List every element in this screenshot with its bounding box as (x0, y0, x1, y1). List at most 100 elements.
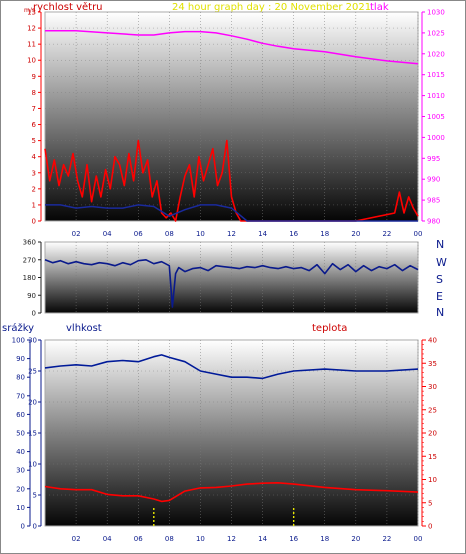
time-tick-label: 10 (196, 230, 205, 238)
rain-axis: 0 10 20 30 40 50 60 70 80 90 100 (12, 337, 31, 531)
rain-tick-label: 90 (16, 355, 25, 363)
time-tick-label: 16 (289, 535, 298, 543)
humidity-temperature-series (44, 354, 419, 526)
compass-north-top: N (436, 238, 444, 251)
wind-pressure-series (44, 30, 419, 222)
rain-tick-label: 10 (16, 504, 25, 512)
pressure-tick-label: 1015 (427, 71, 445, 79)
humidity-tick-label: 15 (28, 430, 37, 438)
direction-tick-label: 180 (23, 274, 36, 282)
wind-tick-label: 4 (32, 153, 37, 161)
wind-tick-label: 13 (27, 9, 36, 17)
pressure-axis: 980 985 990 995 1000 1005 1010 1015 1020 1025 1030 (421, 9, 445, 226)
temperature-tick-label: 10 (428, 476, 437, 484)
temperature-axis: 0 5 10 15 20 25 30 35 40 (421, 337, 437, 531)
pressure-tick-label: 1000 (427, 134, 445, 142)
wind-tick-label: 1 (32, 201, 36, 209)
wind-speed-unit: m/s (24, 7, 35, 14)
pressure-tick-label: 985 (427, 197, 440, 205)
humidity-tick-label: 20 (28, 399, 37, 407)
wind-tick-label: 3 (32, 169, 36, 177)
wind-direction-line (44, 258, 419, 308)
rain-label: srážky (2, 322, 34, 334)
time-tick-label: 08 (165, 230, 174, 238)
humidity-tick-label: 30 (28, 337, 37, 345)
rain-tick-label: 50 (16, 430, 25, 438)
time-tick-label: 12 (227, 230, 236, 238)
wind-tick-label: 9 (32, 73, 36, 81)
time-tick-label: 04 (103, 535, 112, 543)
wind-speed-label: rychlost větru (33, 1, 103, 13)
time-tick-label: 20 (351, 230, 360, 238)
time-tick-label: 02 (72, 535, 81, 543)
wind-tick-label: 6 (32, 121, 37, 129)
rain-tick-label: 100 (12, 337, 25, 345)
time-tick-label: 06 (134, 230, 143, 238)
wind-gust-line (45, 204, 418, 222)
time-tick-label: 22 (382, 535, 391, 543)
wind-direction-plot-area (44, 241, 419, 314)
wind-tick-label: 0 (32, 218, 36, 226)
pressure-tick-label: 1025 (427, 29, 445, 37)
wind-tick-label: 12 (27, 25, 36, 33)
wind-pressure-grid (45, 12, 419, 221)
time-tick-label: 18 (320, 230, 329, 238)
rain-tick-label: 20 (16, 485, 25, 493)
pressure-tick-label: 1020 (427, 50, 445, 58)
wind-direction-axis: 0 90 180 270 360 (23, 239, 42, 318)
time-tick-label: 14 (258, 230, 267, 238)
rain-tick-label: 40 (16, 448, 25, 456)
pressure-tick-label: 1005 (427, 113, 445, 121)
rain-tick-label: 80 (16, 374, 25, 382)
wind-tick-label: 7 (32, 105, 36, 113)
time-tick-label: 08 (165, 535, 174, 543)
temperature-tick-label: 0 (428, 523, 432, 531)
humidity-tick-label: 25 (28, 368, 37, 376)
temperature-line (44, 481, 419, 503)
time-tick-label: 00 (414, 230, 423, 238)
temperature-tick-label: 25 (428, 406, 437, 414)
pressure-line (45, 30, 419, 65)
temperature-tick-label: 40 (428, 337, 437, 345)
wind-tick-label: 10 (27, 57, 36, 65)
humidity-line (44, 354, 419, 380)
time-tick-label: 10 (196, 535, 205, 543)
wind-tick-label: 11 (27, 41, 36, 49)
humidity-tick-label: 0 (33, 523, 37, 531)
rain-tick-label: 70 (16, 392, 25, 400)
direction-tick-label: 360 (23, 239, 36, 247)
wind-speed-line (44, 139, 419, 222)
direction-tick-label: 90 (27, 292, 36, 300)
pressure-tick-label: 980 (427, 218, 440, 226)
rain-tick-label: 30 (16, 467, 25, 475)
rain-tick-label: 0 (21, 523, 25, 531)
temperature-label: teplota (312, 323, 347, 334)
humidity-tick-label: 5 (33, 492, 37, 500)
time-tick-label: 06 (134, 535, 143, 543)
humidity-temperature-chart: 0 10 20 30 40 50 60 70 80 90 100 0 5 10 15 20 25 30 0 5 10… (12, 337, 437, 544)
wind-tick-label: 8 (32, 89, 36, 97)
direction-tick-label: 270 (23, 256, 36, 264)
graph-title: 24 hour graph day : 20 November 2021 (172, 2, 371, 13)
humidity-axis: 0 5 10 15 20 25 30 (28, 337, 42, 531)
temperature-tick-label: 20 (428, 430, 437, 438)
compass-west: W (436, 256, 447, 269)
time-tick-label: 22 (382, 230, 391, 238)
temperature-tick-label: 5 (428, 499, 432, 507)
pressure-tick-label: 1030 (427, 9, 445, 17)
time-tick-label: 12 (227, 535, 236, 543)
pressure-tick-label: 995 (427, 155, 440, 163)
time-tick-label: 02 (72, 230, 81, 238)
humidity-label: vlhkost (66, 323, 102, 334)
humidity-tick-label: 10 (28, 461, 37, 469)
rain-tick-label: 60 (16, 411, 25, 419)
wind-time-axis: 02 04 06 08 10 12 14 16 18 20 22 00 (72, 230, 423, 238)
temperature-tick-label: 15 (428, 453, 437, 461)
humidity-time-axis: 02 04 06 08 10 12 14 16 18 20 22 00 (72, 535, 423, 543)
time-tick-label: 20 (351, 535, 360, 543)
wind-direction-chart: 0 90 180 270 360 (23, 239, 419, 318)
compass-north-bottom: N (436, 306, 444, 319)
